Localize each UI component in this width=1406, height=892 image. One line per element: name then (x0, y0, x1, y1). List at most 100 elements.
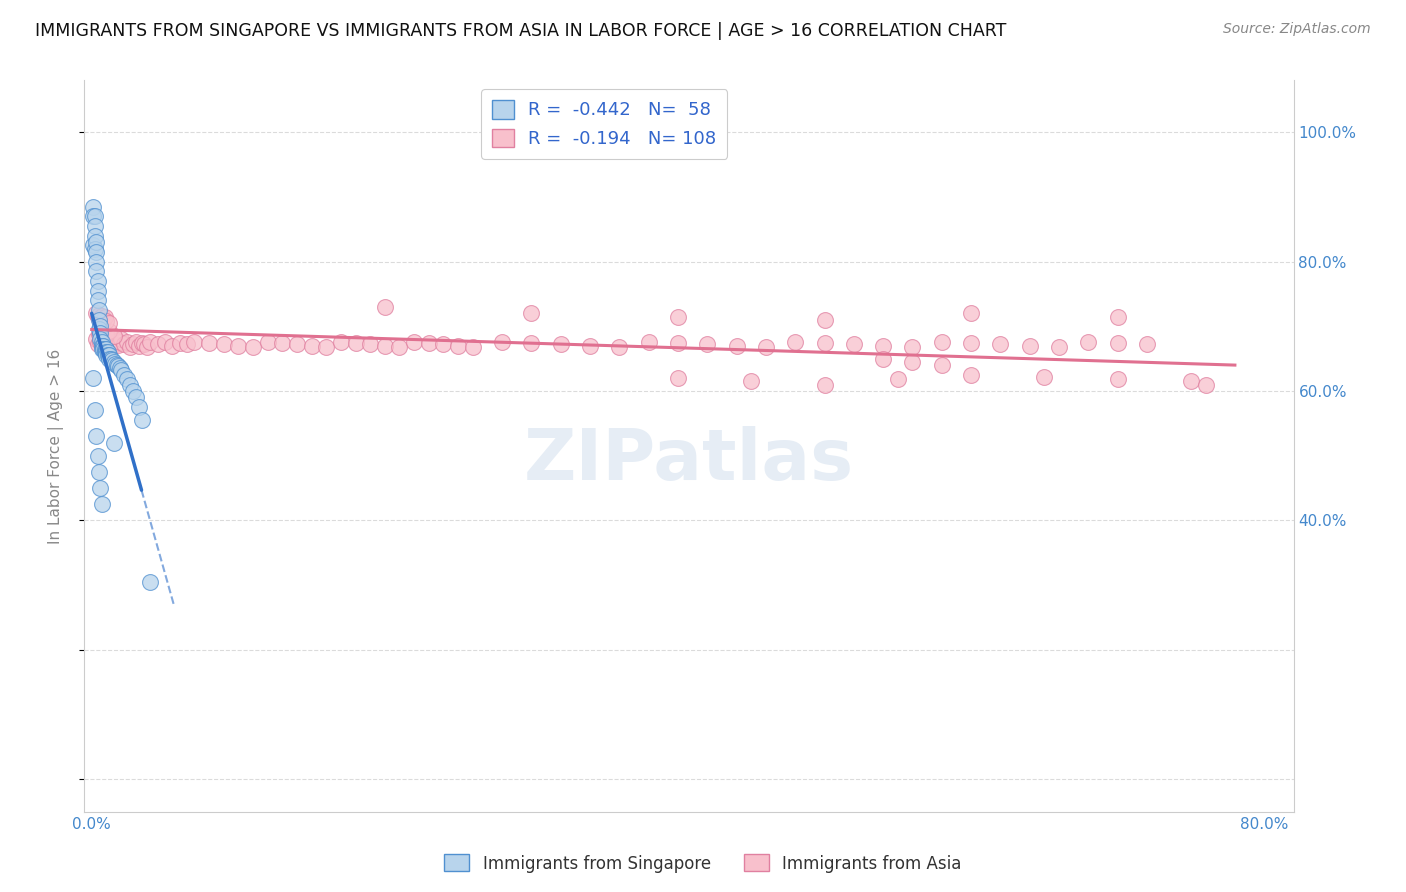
Point (146, 337, 169, 351)
Point (131, 413, 153, 427)
Point (901, 355, 924, 369)
Point (82, 371, 104, 385)
Point (121, 384, 143, 398)
Point (101, 352, 124, 367)
Point (162, 339, 184, 353)
Point (404, 334, 426, 349)
Point (96, 342, 118, 356)
Point (374, 300, 396, 314)
Point (87, 326, 110, 341)
Point (89, 335, 111, 350)
Point (418, 336, 440, 351)
Point (134, 337, 156, 351)
Point (86, 337, 108, 351)
Point (1018, 339, 1040, 353)
Point (91, 339, 114, 353)
Point (84, 306, 107, 320)
Point (87, 322, 110, 336)
Point (131, 336, 153, 351)
Point (176, 337, 198, 351)
Point (103, 329, 125, 343)
Legend: R =  -0.442   N=  58, R =  -0.194   N= 108: R = -0.442 N= 58, R = -0.194 N= 108 (481, 89, 727, 159)
Point (607, 340, 630, 354)
Point (98, 334, 121, 349)
Point (110, 332, 132, 346)
Point (83, 219, 105, 233)
Point (84, 332, 107, 346)
Point (108, 361, 131, 376)
Point (520, 336, 543, 351)
Point (887, 372, 910, 386)
Point (83, 228, 105, 243)
Point (960, 336, 983, 351)
Point (104, 336, 127, 351)
Point (86, 293, 108, 308)
Point (87, 308, 110, 322)
Point (359, 337, 381, 351)
Point (1136, 337, 1159, 351)
Point (84, 235, 107, 249)
Point (86, 284, 108, 298)
Point (105, 334, 128, 348)
Point (637, 334, 659, 349)
Point (97, 345, 120, 359)
Point (271, 336, 294, 351)
Point (121, 337, 143, 351)
Text: Source: ZipAtlas.com: Source: ZipAtlas.com (1223, 22, 1371, 37)
Point (105, 358, 128, 372)
Point (93, 339, 115, 353)
Point (112, 337, 135, 351)
Y-axis label: In Labor Force | Age > 16: In Labor Force | Age > 16 (48, 349, 63, 543)
Point (388, 340, 411, 354)
Point (86, 449, 108, 463)
Point (87, 303, 110, 318)
Point (96, 326, 118, 341)
Point (103, 435, 125, 450)
Point (666, 371, 689, 385)
Point (755, 340, 778, 354)
Point (315, 340, 337, 354)
Point (139, 574, 162, 589)
Point (108, 335, 131, 350)
Point (461, 340, 484, 354)
Point (872, 351, 894, 366)
Text: ZIPatlas: ZIPatlas (524, 426, 853, 495)
Point (725, 339, 748, 353)
Point (84, 254, 107, 268)
Point (1047, 340, 1070, 354)
Point (94, 334, 117, 348)
Point (447, 339, 470, 353)
Point (83, 209, 105, 223)
Point (93, 322, 115, 336)
Point (1033, 369, 1056, 384)
Point (96, 345, 118, 359)
Point (91, 342, 114, 356)
Point (550, 337, 572, 351)
Point (374, 339, 396, 353)
Point (1107, 336, 1129, 351)
Point (520, 306, 543, 320)
Point (97, 338, 120, 352)
Point (491, 334, 513, 349)
Point (107, 338, 129, 352)
Point (89, 326, 111, 340)
Point (86, 310, 108, 324)
Point (83, 403, 105, 417)
Point (242, 340, 264, 354)
Point (96, 329, 118, 343)
Point (98, 316, 121, 330)
Point (124, 334, 146, 349)
Point (1107, 310, 1129, 324)
Point (101, 336, 124, 351)
Point (107, 359, 129, 374)
Point (813, 377, 835, 392)
Text: IMMIGRANTS FROM SINGAPORE VS IMMIGRANTS FROM ASIA IN LABOR FORCE | AGE > 16 CORR: IMMIGRANTS FROM SINGAPORE VS IMMIGRANTS … (35, 22, 1007, 40)
Point (1180, 374, 1202, 388)
Point (901, 340, 924, 354)
Point (153, 334, 176, 349)
Point (198, 336, 221, 351)
Point (97, 348, 120, 362)
Point (329, 334, 352, 349)
Point (89, 326, 111, 340)
Point (100, 351, 122, 366)
